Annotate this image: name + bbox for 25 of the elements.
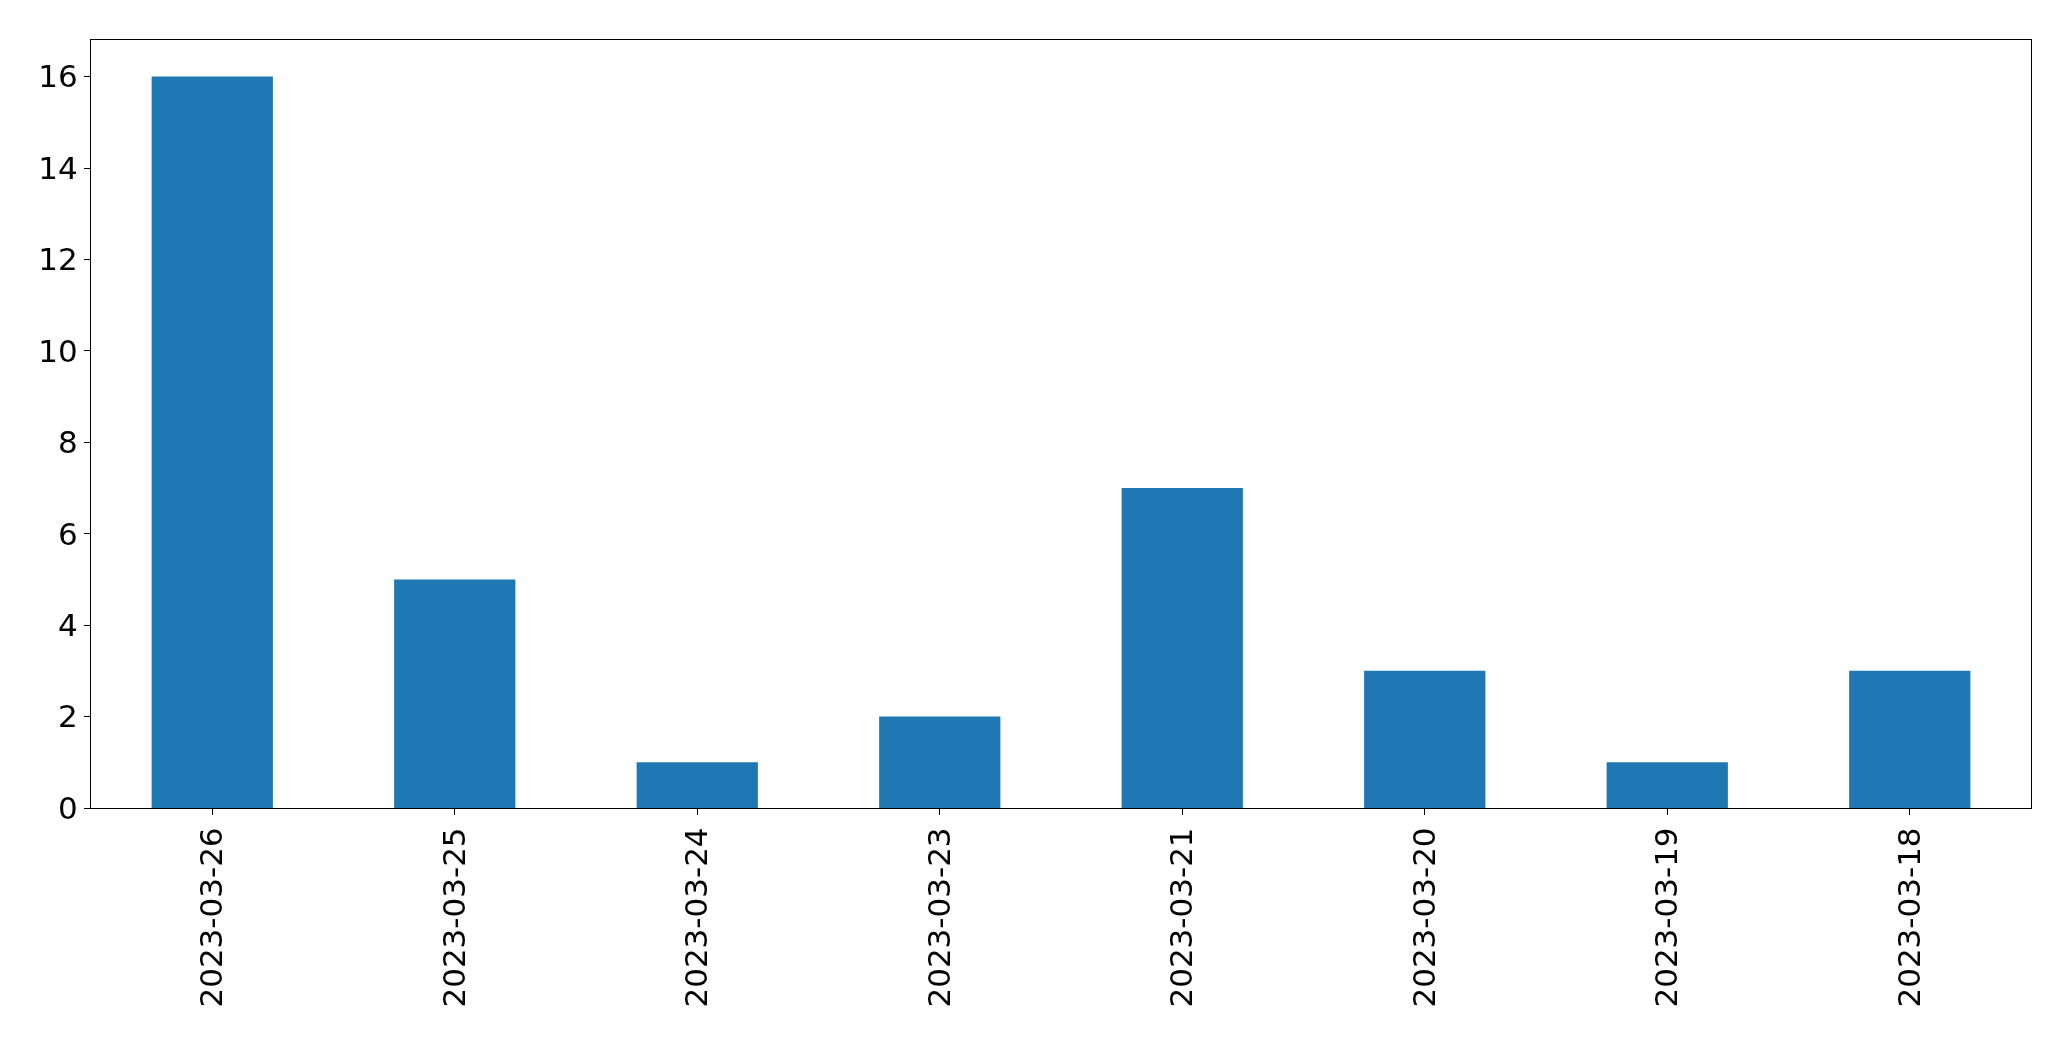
bar — [879, 716, 1001, 808]
bar — [636, 762, 758, 808]
bar — [1606, 762, 1728, 808]
bar — [1121, 488, 1243, 808]
x-tick-label: 2023-03-18 — [1890, 827, 1927, 1008]
bar — [151, 76, 273, 808]
x-tick-label: 2023-03-20 — [1405, 827, 1442, 1008]
x-tick-label: 2023-03-21 — [1163, 827, 1200, 1008]
x-tick-label: 2023-03-24 — [678, 827, 715, 1008]
y-tick-label: 10 — [38, 332, 78, 369]
y-tick-label: 14 — [38, 149, 78, 186]
y-tick-label: 4 — [58, 606, 78, 643]
bar — [1364, 670, 1486, 808]
bar — [1849, 670, 1971, 808]
y-tick-label: 16 — [38, 58, 78, 95]
x-tick-label: 2023-03-25 — [435, 827, 472, 1008]
y-tick-label: 6 — [58, 515, 78, 552]
y-tick-label: 0 — [58, 789, 78, 826]
bar — [394, 579, 516, 808]
y-tick-label: 12 — [38, 241, 78, 278]
x-tick-label: 2023-03-19 — [1648, 827, 1685, 1008]
x-tick-label: 2023-03-23 — [920, 827, 957, 1008]
x-tick-label: 2023-03-26 — [193, 827, 230, 1008]
y-tick-label: 8 — [58, 424, 78, 461]
y-tick-label: 2 — [58, 698, 78, 735]
